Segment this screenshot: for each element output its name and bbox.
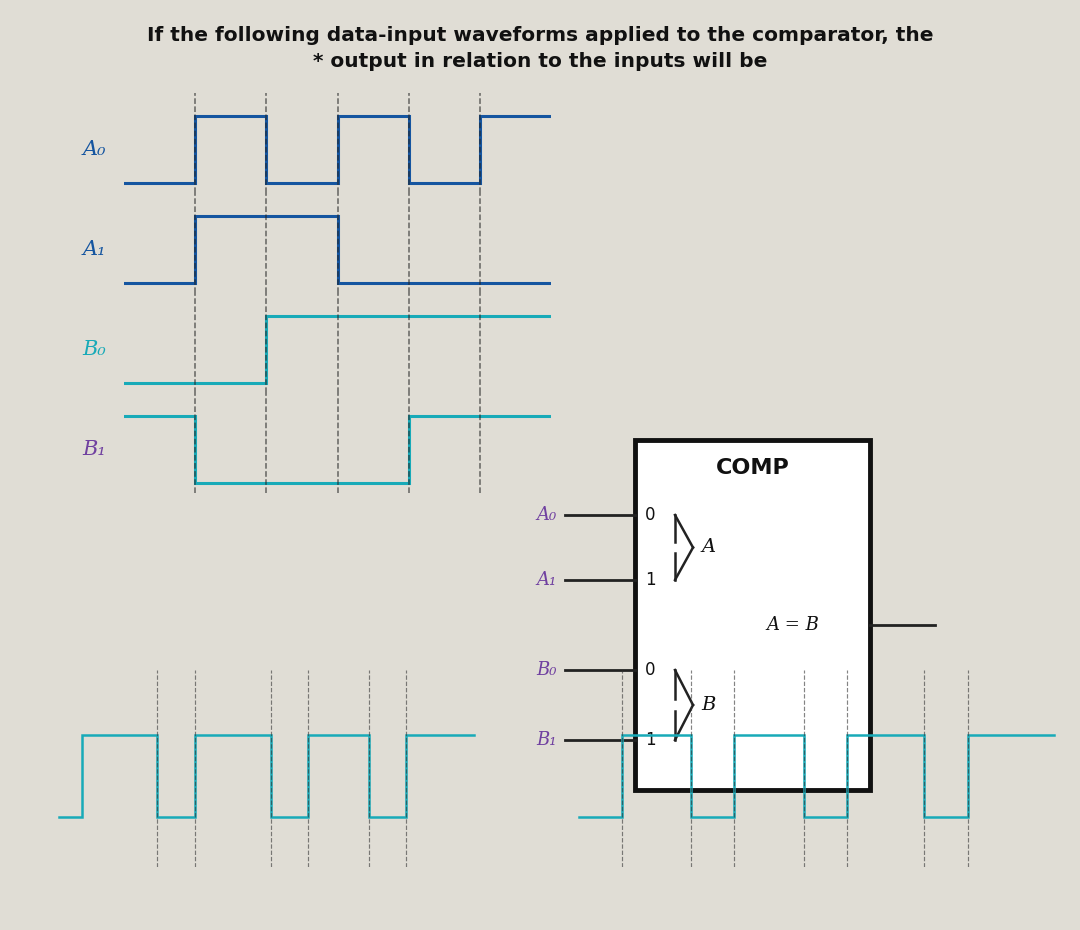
Text: A: A (701, 538, 715, 556)
Text: B₁: B₁ (83, 440, 107, 459)
Text: B₀: B₀ (537, 661, 557, 679)
Text: A = B: A = B (766, 616, 819, 634)
Text: 1: 1 (645, 731, 656, 749)
Text: * output in relation to the inputs will be: * output in relation to the inputs will … (313, 52, 767, 71)
FancyBboxPatch shape (635, 440, 870, 790)
Text: A₁: A₁ (83, 240, 107, 259)
Text: COMP: COMP (716, 458, 789, 478)
Text: 0: 0 (645, 661, 656, 679)
Text: If the following data-input waveforms applied to the comparator, the: If the following data-input waveforms ap… (147, 26, 933, 45)
Text: 1: 1 (645, 571, 656, 589)
Text: B₀: B₀ (83, 340, 107, 359)
Text: A₁: A₁ (537, 571, 557, 589)
Text: A₀: A₀ (537, 506, 557, 524)
Text: 0: 0 (645, 506, 656, 524)
Text: A₀: A₀ (83, 140, 107, 159)
Text: B: B (701, 696, 715, 714)
Text: B₁: B₁ (537, 731, 557, 749)
